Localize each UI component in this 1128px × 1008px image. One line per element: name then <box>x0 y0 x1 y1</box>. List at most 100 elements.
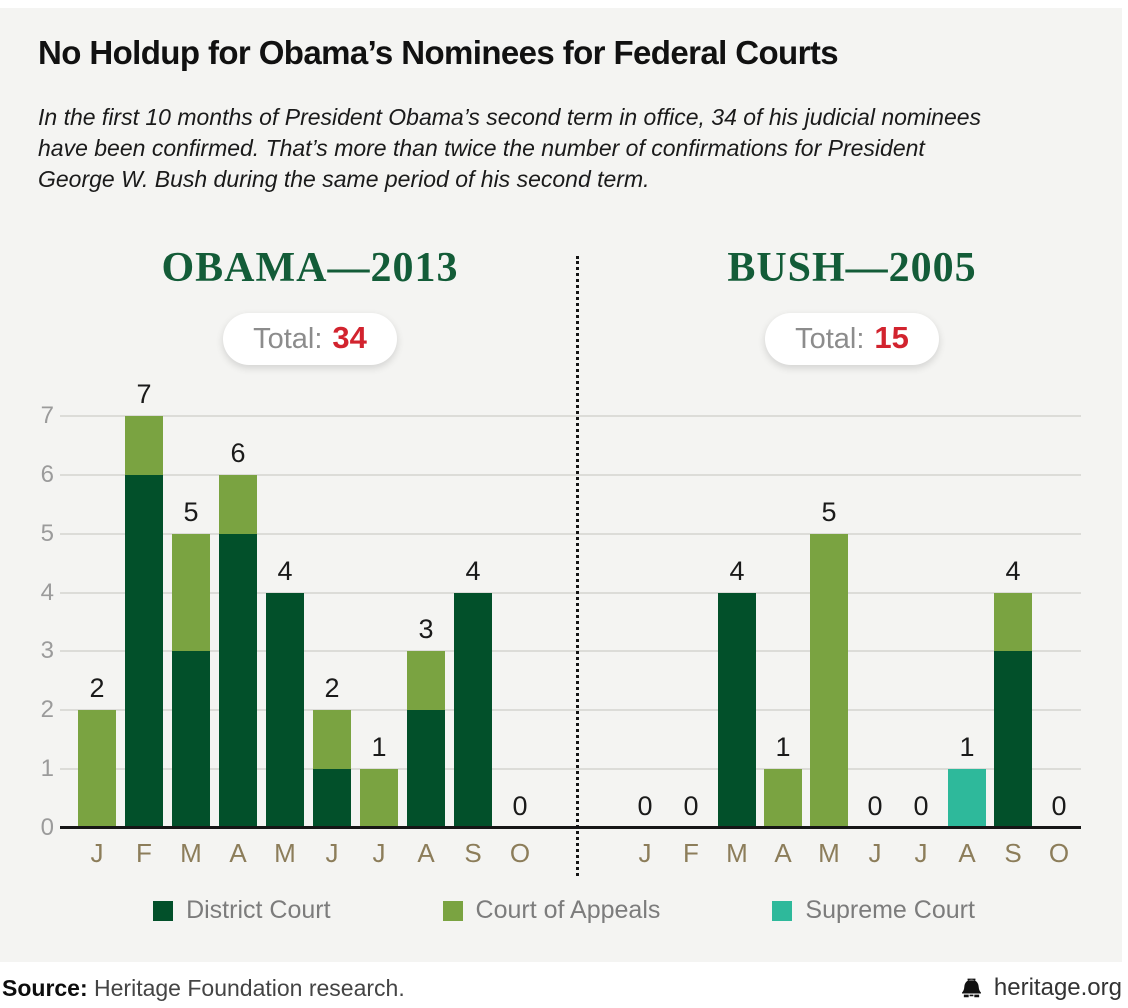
bar-segment-district <box>407 710 445 828</box>
bush-total-badge: Total: 15 <box>765 313 939 365</box>
bush-total-row: Total: 15 <box>602 313 1102 365</box>
x-axis-month-label: S <box>464 838 482 868</box>
x-axis-month-label: F <box>136 838 152 868</box>
x-axis-month-label: A <box>958 838 976 868</box>
chart-subtitle: In the first 10 months of President Obam… <box>38 102 1108 195</box>
bush-chart-title: BUSH—2005 <box>727 245 977 291</box>
bar-value-label: 2 <box>89 673 105 704</box>
x-axis-month-label: J <box>914 838 928 868</box>
bar-value-label: 1 <box>371 732 387 763</box>
bar-segment-appeals <box>360 769 398 828</box>
x-axis-month-label: J <box>90 838 104 868</box>
bar-value-label: 7 <box>136 379 152 409</box>
bar-value-label: 0 <box>683 791 699 821</box>
district-court-swatch <box>153 900 174 921</box>
bar-segment-district <box>219 533 257 828</box>
bar-value-label: 5 <box>821 496 837 527</box>
y-axis-label: 1 <box>40 755 54 783</box>
bar-segment-supreme <box>948 769 986 828</box>
footer: Source: Heritage Foundation research. he… <box>0 962 1128 1008</box>
bar-segment-appeals <box>125 416 163 475</box>
x-axis-month-label: M <box>180 838 202 868</box>
subtitle-line: have been confirmed. That’s more than tw… <box>38 135 925 161</box>
bar-value-label: 2 <box>324 673 340 704</box>
bar-value-label: 0 <box>512 791 528 821</box>
bar-value-label: 3 <box>418 614 434 645</box>
site-url: heritage.org <box>993 974 1122 1001</box>
x-axis-month-label: M <box>274 838 296 868</box>
y-axis-label: 4 <box>40 578 54 606</box>
bar-value-label: 4 <box>1005 555 1021 586</box>
bar-segment-district <box>266 592 304 828</box>
supreme-court-swatch <box>772 900 793 921</box>
bar-segment-district <box>125 474 163 828</box>
legend-item-court-of-appeals: Court of Appeals <box>442 896 661 925</box>
obama-total-row: Total: 34 <box>60 313 560 365</box>
bar-segment-district <box>454 592 492 828</box>
bar-segment-appeals <box>172 533 210 652</box>
subtitle-line: George W. Bush during the same period of… <box>38 166 650 192</box>
x-axis-month-label: J <box>372 838 386 868</box>
bar-value-label: 6 <box>230 437 246 468</box>
x-axis-month-label: M <box>818 838 840 868</box>
gridline <box>60 532 1081 535</box>
bar-segment-appeals <box>407 651 445 711</box>
heritage-site-link[interactable]: heritage.org <box>958 974 1122 1002</box>
liberty-bell-icon <box>961 978 981 997</box>
bar-value-label: 0 <box>1051 791 1067 821</box>
legend-item-district-court: District Court <box>153 896 331 925</box>
x-axis-month-label: S <box>1004 838 1022 868</box>
x-axis-month-label: O <box>509 838 531 868</box>
source-label: Source: <box>2 974 88 1001</box>
bar-value-label: 4 <box>729 555 745 586</box>
x-axis-month-label: J <box>868 838 882 868</box>
total-value: 15 <box>874 320 909 355</box>
gridline <box>60 473 1081 476</box>
x-axis-month-label: A <box>417 838 435 868</box>
bar-segment-district <box>994 651 1032 828</box>
x-axis-line <box>60 826 1081 829</box>
court-of-appeals-swatch <box>442 900 463 921</box>
x-axis-month-label: M <box>726 838 748 868</box>
bar-segment-appeals <box>764 769 802 828</box>
x-axis-month-label: A <box>229 838 247 868</box>
bar-segment-appeals <box>810 533 848 828</box>
bar-value-label: 4 <box>465 555 481 586</box>
legend-label: Court of Appeals <box>475 896 661 924</box>
chart-panel: No Holdup for Obama’s Nominees for Feder… <box>0 8 1122 962</box>
obama-total-badge: Total: 34 <box>223 313 397 365</box>
bar-segment-appeals <box>219 474 257 534</box>
bar-segment-district <box>313 769 351 828</box>
y-axis-label: 3 <box>40 637 54 665</box>
legend-label: District Court <box>186 896 331 924</box>
legend-item-supreme-court: Supreme Court <box>772 896 975 925</box>
x-axis-month-label: O <box>1048 838 1070 868</box>
gridline <box>60 768 1081 771</box>
x-axis-month-label: F <box>683 838 699 868</box>
bar-segment-appeals <box>994 592 1032 652</box>
legend-label: Supreme Court <box>805 896 975 924</box>
y-axis-label: 7 <box>40 402 54 429</box>
gridline <box>60 650 1081 653</box>
y-axis-label: 2 <box>40 696 54 724</box>
bar-value-label: 1 <box>775 732 791 763</box>
bar-value-label: 0 <box>867 791 883 821</box>
source-text: Heritage Foundation research. <box>87 974 405 1001</box>
bar-segment-appeals <box>78 710 116 828</box>
gridline <box>60 709 1081 712</box>
page-title: No Holdup for Obama’s Nominees for Feder… <box>38 34 839 71</box>
bar-value-label: 1 <box>959 732 975 763</box>
x-axis-month-label: J <box>325 838 339 868</box>
obama-chart-title: OBAMA—2013 <box>161 245 459 291</box>
total-value: 34 <box>332 320 367 355</box>
y-axis-label: 6 <box>40 460 54 488</box>
bar-segment-district <box>172 651 210 828</box>
bar-segment-appeals <box>313 710 351 770</box>
bar-value-label: 5 <box>183 496 199 527</box>
gridline <box>60 415 1081 417</box>
subtitle-line: In the first 10 months of President Obam… <box>38 104 982 130</box>
y-axis-label: 5 <box>40 519 54 547</box>
total-label: Total: <box>253 323 323 355</box>
x-axis-month-label: A <box>774 838 792 868</box>
chart-divider-dotted-line <box>576 256 579 876</box>
